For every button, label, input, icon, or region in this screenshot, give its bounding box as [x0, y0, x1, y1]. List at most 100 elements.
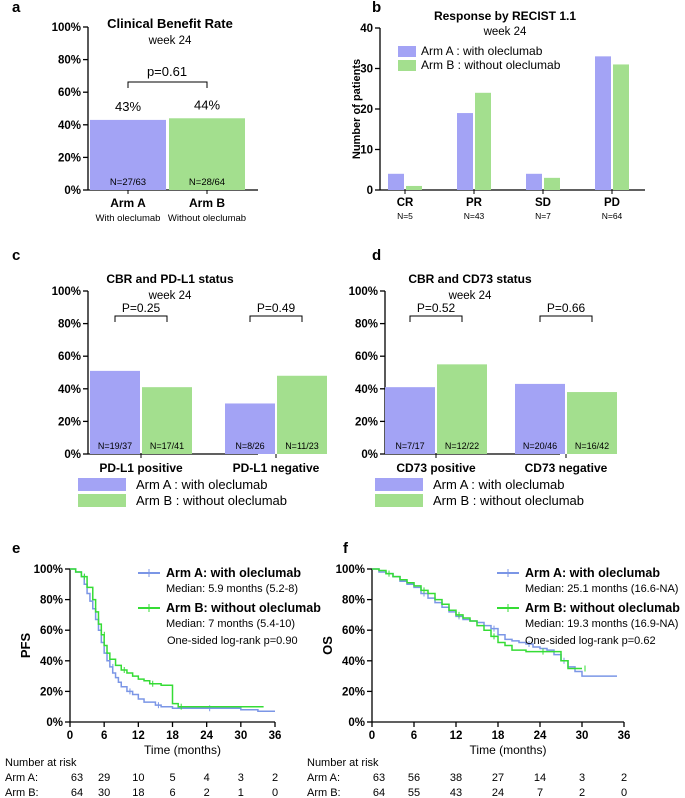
bar-n-label: N=17/41	[150, 441, 184, 451]
y-tick-label: 60%	[58, 351, 81, 363]
p-value: P=0.66	[547, 301, 586, 315]
y-tick-label: 40%	[40, 656, 63, 668]
x-tick-label: 18	[166, 730, 179, 742]
legend-swatch	[398, 60, 416, 71]
risk-table-value: 14	[534, 772, 546, 784]
x-tick-label: 0	[67, 730, 73, 742]
bar	[406, 185, 422, 190]
panel-letter: c	[12, 247, 20, 264]
y-tick-label: 100%	[336, 564, 365, 576]
risk-table-value: 0	[621, 787, 627, 798]
legend-swatch	[375, 478, 423, 491]
legend-median: Median: 25.1 months (16.6-NA)	[525, 583, 678, 595]
risk-table-value: 4	[204, 772, 210, 784]
chart-title: Clinical Benefit Rate	[107, 16, 233, 31]
y-tick-label: 20%	[355, 416, 378, 428]
panel-letter: b	[372, 0, 381, 16]
y-tick-label: 0%	[348, 717, 365, 729]
y-tick-label: 40%	[355, 384, 378, 396]
y-tick-label: 80%	[40, 595, 63, 607]
x-tick-label: 30	[234, 730, 247, 742]
significance-bracket	[114, 315, 168, 322]
significance-bracket	[249, 315, 303, 322]
x-tick-label: PR	[466, 197, 483, 209]
x-tick-label: SD	[535, 197, 551, 209]
x-tick-label: 36	[618, 730, 631, 742]
chart-title: CBR and CD73 status	[408, 272, 532, 286]
legend-swatch	[78, 478, 126, 491]
bar	[526, 173, 542, 190]
y-tick-label: 80%	[58, 319, 81, 331]
y-tick-label: 20%	[58, 152, 81, 164]
risk-table-header: Number at risk	[307, 757, 379, 769]
p-value: P=0.25	[122, 301, 161, 315]
risk-table-value: 43	[450, 787, 462, 798]
y-axis-title: PFS	[18, 633, 33, 659]
legend-swatch	[375, 494, 423, 507]
risk-table-value: 27	[492, 772, 504, 784]
significance-bracket	[409, 315, 463, 322]
x-tick-label: 12	[132, 730, 145, 742]
y-tick-label: 0	[367, 185, 373, 197]
risk-table-value: 1	[238, 787, 244, 798]
bar-value-label: 44%	[194, 97, 220, 112]
risk-table-value: 56	[408, 772, 420, 784]
y-tick-label: 0%	[361, 449, 378, 461]
x-tick-label: CD73 negative	[525, 461, 608, 475]
y-tick-label: 60%	[40, 625, 63, 637]
risk-table-value: 2	[272, 772, 278, 784]
x-tick-label: 36	[269, 730, 282, 742]
bar-n-label: N=16/42	[575, 441, 609, 451]
legend-median: Median: 7 months (5.4-10)	[166, 618, 295, 630]
chart-subtitle: week 24	[148, 35, 192, 47]
y-tick-label: 0%	[64, 449, 81, 461]
risk-table-value: 64	[373, 787, 385, 798]
x-tick-label: CD73 positive	[396, 461, 476, 475]
bar	[90, 370, 140, 454]
y-tick-label: 20%	[342, 686, 365, 698]
x-axis-title: Time (months)	[470, 743, 547, 757]
x-tick-label: CR	[397, 197, 414, 209]
significance-bracket	[539, 315, 593, 322]
panel-letter: e	[12, 540, 20, 557]
y-tick-label: 60%	[355, 351, 378, 363]
y-axis-title: OS	[320, 636, 335, 655]
risk-table-value: 7	[537, 787, 543, 798]
y-tick-label: 20%	[58, 416, 81, 428]
bar-n-label: N=8/26	[235, 441, 264, 451]
risk-table-value: 38	[450, 772, 462, 784]
x-tick-label: Arm A	[110, 196, 146, 210]
p-value: p=0.61	[147, 64, 187, 79]
x-tick-sublabel: N=7	[535, 211, 551, 221]
x-tick-label: PD-L1 negative	[233, 461, 320, 475]
panel-letter: d	[372, 247, 381, 264]
legend-swatch	[398, 46, 416, 57]
bar-n-label: N=20/46	[523, 441, 557, 451]
x-tick-label: 6	[411, 730, 417, 742]
legend-label: Arm A: with oleclumab	[525, 566, 660, 580]
bar	[457, 113, 473, 190]
risk-table-row-label: Arm A:	[5, 772, 38, 784]
legend-label: Arm B: without oleclumab	[166, 601, 321, 615]
chart-subtitle: week 24	[448, 290, 492, 302]
legend-label: Arm B: without oleclumab	[525, 601, 680, 615]
chart-subtitle: week 24	[483, 26, 527, 38]
x-tick-label: 18	[492, 730, 505, 742]
x-tick-sublabel: With oleclumab	[96, 213, 161, 224]
p-value: P=0.52	[417, 301, 456, 315]
bar	[475, 92, 491, 190]
y-tick-label: 100%	[52, 22, 81, 34]
risk-table-value: 10	[132, 772, 144, 784]
significance-bracket	[127, 81, 208, 88]
panel-c: 0% 20% 40% 60% 80% 100% CBR and PD-L1 status we…	[52, 272, 327, 508]
bar	[385, 387, 435, 454]
risk-table-value: 29	[98, 772, 110, 784]
x-tick-sublabel: N=5	[397, 211, 413, 221]
y-tick-label: 100%	[349, 286, 378, 298]
log-rank-annotation: One-sided log-rank p=0.62	[525, 635, 656, 647]
panel-d: 0% 20% 40% 60% 80% 100% CBR and CD73 status wee…	[349, 272, 617, 508]
log-rank-annotation: One-sided log-rank p=0.90	[167, 635, 298, 647]
x-tick-sublabel: N=43	[464, 211, 485, 221]
chart-title: CBR and PD-L1 status	[106, 272, 234, 286]
